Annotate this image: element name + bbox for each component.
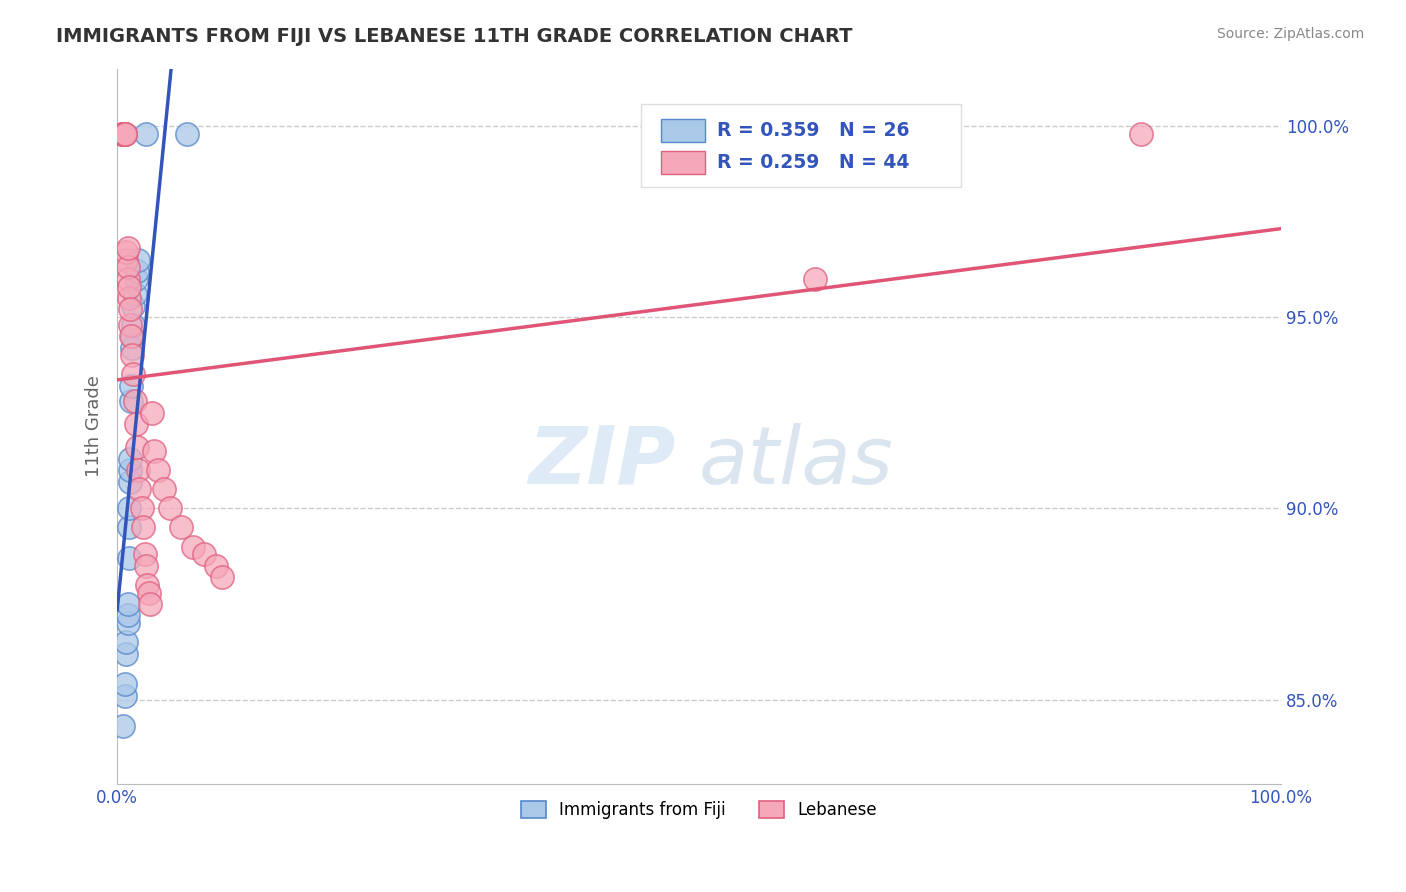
Point bbox=[114, 677, 136, 691]
Point bbox=[139, 597, 162, 611]
Point bbox=[121, 329, 143, 343]
Point bbox=[118, 302, 141, 317]
Point bbox=[117, 272, 139, 286]
Text: IMMIGRANTS FROM FIJI VS LEBANESE 11TH GRADE CORRELATION CHART: IMMIGRANTS FROM FIJI VS LEBANESE 11TH GR… bbox=[56, 27, 853, 45]
Point bbox=[125, 440, 148, 454]
Point bbox=[125, 417, 148, 432]
Point bbox=[120, 394, 142, 409]
Point bbox=[128, 482, 150, 496]
Point bbox=[152, 482, 174, 496]
Point bbox=[121, 341, 143, 355]
Point bbox=[205, 558, 228, 573]
Point bbox=[114, 127, 136, 141]
Point bbox=[131, 501, 153, 516]
Point bbox=[117, 241, 139, 255]
Text: atlas: atlas bbox=[699, 423, 894, 501]
Point bbox=[118, 551, 141, 566]
Point bbox=[118, 318, 141, 332]
Point bbox=[118, 451, 141, 466]
FancyBboxPatch shape bbox=[661, 152, 704, 174]
Point bbox=[120, 329, 142, 343]
Point bbox=[118, 291, 141, 305]
Point bbox=[120, 379, 142, 393]
Point bbox=[122, 318, 145, 332]
Point bbox=[114, 127, 136, 141]
Point bbox=[122, 368, 145, 382]
Point bbox=[159, 501, 181, 516]
Point bbox=[136, 578, 159, 592]
FancyBboxPatch shape bbox=[661, 120, 704, 142]
Point bbox=[121, 348, 143, 362]
Point bbox=[146, 463, 169, 477]
Point bbox=[124, 287, 146, 301]
Point bbox=[117, 608, 139, 623]
Point bbox=[118, 475, 141, 489]
Point bbox=[118, 463, 141, 477]
Point bbox=[111, 127, 134, 141]
Point bbox=[135, 558, 157, 573]
Point bbox=[112, 127, 135, 141]
Y-axis label: 11th Grade: 11th Grade bbox=[86, 376, 103, 477]
Point bbox=[117, 616, 139, 631]
Point bbox=[111, 127, 134, 141]
Text: R = 0.359   N = 26: R = 0.359 N = 26 bbox=[717, 121, 910, 140]
Point bbox=[125, 264, 148, 278]
Point bbox=[143, 444, 166, 458]
Point bbox=[117, 260, 139, 275]
Point bbox=[118, 279, 141, 293]
Point bbox=[114, 127, 136, 141]
Point bbox=[193, 547, 215, 561]
Point bbox=[176, 127, 198, 141]
Point bbox=[127, 463, 149, 477]
Point bbox=[115, 635, 138, 649]
Legend: Immigrants from Fiji, Lebanese: Immigrants from Fiji, Lebanese bbox=[515, 794, 884, 825]
Point bbox=[181, 540, 204, 554]
Point bbox=[170, 520, 193, 534]
Point bbox=[127, 252, 149, 267]
Point bbox=[115, 252, 138, 267]
Point bbox=[141, 406, 163, 420]
Point bbox=[135, 127, 157, 141]
Point bbox=[124, 394, 146, 409]
Point bbox=[118, 520, 141, 534]
Point bbox=[1130, 127, 1153, 141]
Point bbox=[114, 689, 136, 703]
Point bbox=[122, 299, 145, 313]
Point bbox=[118, 501, 141, 516]
Point bbox=[112, 127, 135, 141]
Point bbox=[138, 585, 160, 599]
Point bbox=[211, 570, 233, 584]
Point bbox=[115, 647, 138, 661]
Text: R = 0.259   N = 44: R = 0.259 N = 44 bbox=[717, 153, 908, 172]
Point bbox=[134, 547, 156, 561]
Text: Source: ZipAtlas.com: Source: ZipAtlas.com bbox=[1216, 27, 1364, 41]
Point bbox=[804, 272, 827, 286]
Point bbox=[111, 719, 134, 733]
Point bbox=[125, 272, 148, 286]
Point bbox=[115, 245, 138, 260]
Point bbox=[117, 597, 139, 611]
FancyBboxPatch shape bbox=[641, 104, 960, 186]
Point bbox=[132, 520, 155, 534]
Text: ZIP: ZIP bbox=[529, 423, 676, 501]
Point bbox=[111, 127, 134, 141]
